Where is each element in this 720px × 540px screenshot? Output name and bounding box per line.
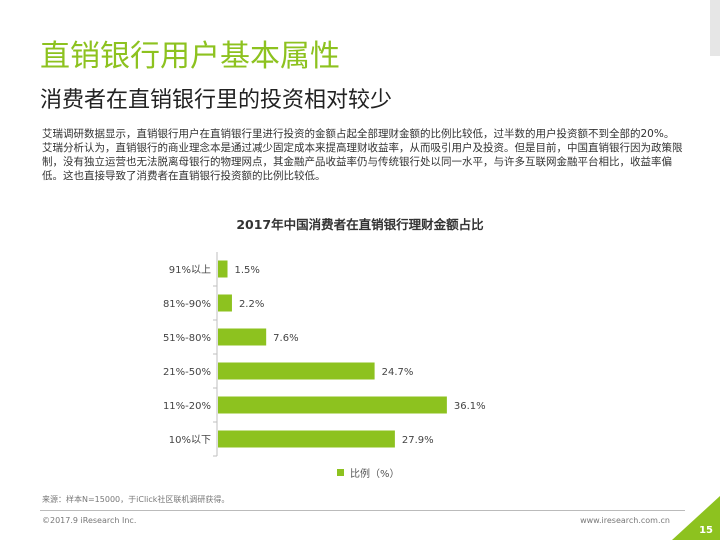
legend-swatch: [337, 469, 344, 476]
category-label: 21%-50%: [163, 367, 211, 378]
corner-decoration: [710, 0, 720, 56]
bar: [218, 260, 228, 278]
category-label: 81%-90%: [163, 299, 211, 310]
data-label: 1.5%: [235, 265, 260, 276]
description: 艾瑞调研数据显示，直销银行用户在直销银行里进行投资的金额占起全部理财金额的比例比…: [42, 127, 690, 183]
data-label: 7.6%: [273, 333, 298, 344]
website-link[interactable]: www.iresearch.com.cn: [580, 516, 670, 525]
bar: [218, 328, 267, 346]
category-label: 10%以下: [169, 435, 211, 446]
category-label: 51%-80%: [163, 333, 211, 344]
category-label: 91%以上: [169, 264, 211, 276]
bar: [218, 294, 232, 312]
page-number: 15: [699, 525, 713, 536]
bar-chart: 91%以上 1.5% 81%-90% 2.2% 51%-80% 7.6% 21%-50% 24…: [163, 252, 486, 457]
data-label: 2.2%: [239, 299, 264, 310]
copyright: ©2017.9 iResearch Inc.: [42, 516, 137, 525]
corner-triangle: [672, 496, 720, 540]
category-label: 11%-20%: [163, 401, 211, 412]
description-paragraph-2: 艾瑞分析认为，直销银行的商业理念本是通过减少固定成本来提高理财收益率，从而吸引用…: [42, 142, 683, 182]
chart-title: 2017年中国消费者在直销银行理财金额占比: [236, 217, 484, 232]
description-paragraph-1: 艾瑞调研数据显示，直销银行用户在直销银行里进行投资的金额占起全部理财金额的比例比…: [42, 128, 675, 140]
bar: [218, 362, 375, 380]
footer-divider: [40, 510, 685, 511]
bar: [218, 430, 395, 448]
page-subtitle: 消费者在直销银行里的投资相对较少: [40, 88, 393, 113]
legend-label: 比例（%）: [350, 469, 400, 480]
data-label: 27.9%: [402, 435, 434, 446]
data-label: 24.7%: [382, 367, 414, 378]
data-label: 36.1%: [454, 401, 486, 412]
source-note: 来源：样本N=15000，于iClick社区联机调研获得。: [42, 495, 230, 504]
page-title: 直销银行用户基本属性: [40, 39, 340, 74]
chart-legend: 比例（%）: [337, 465, 400, 480]
bar: [218, 396, 447, 414]
